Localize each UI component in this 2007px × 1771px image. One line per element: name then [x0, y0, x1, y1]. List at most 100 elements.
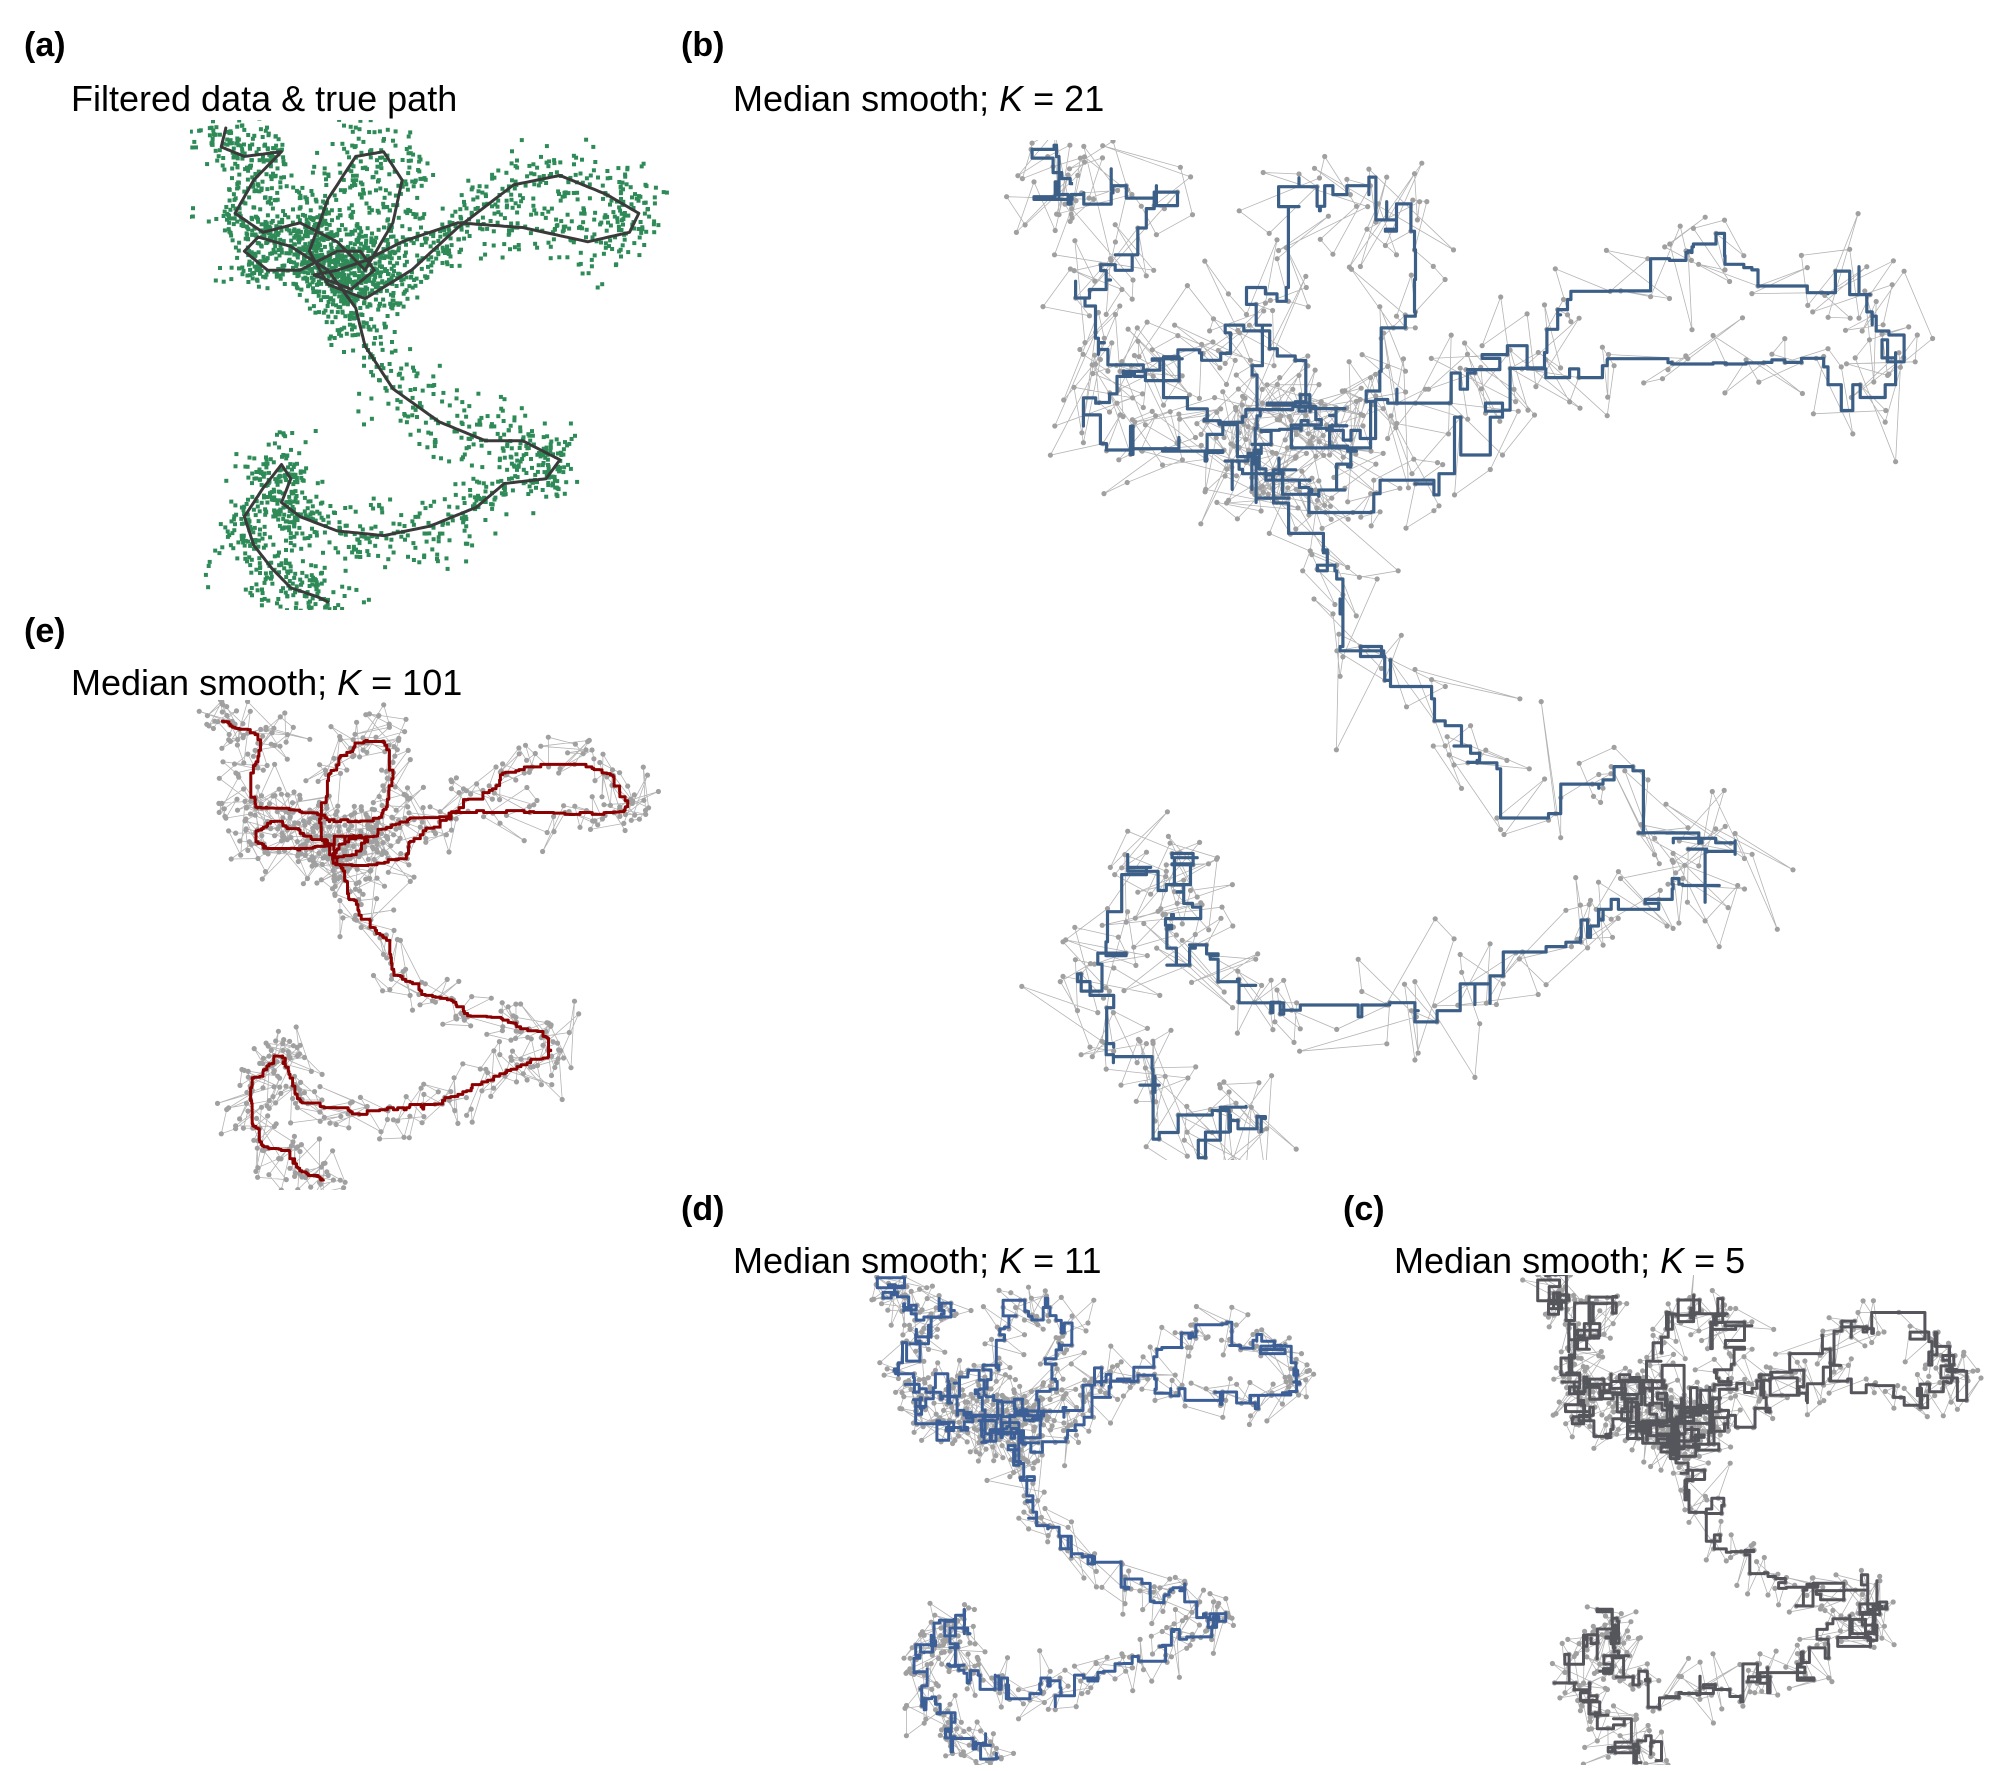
observation-point: [241, 508, 246, 513]
observation-point: [592, 778, 598, 784]
observation-point: [1442, 683, 1448, 690]
observation-point: [214, 217, 219, 221]
observation-point: [545, 434, 550, 439]
observation-point: [500, 255, 505, 260]
observation-point: [364, 245, 369, 250]
observation-point: [280, 1047, 286, 1053]
observation-point: [382, 137, 386, 141]
observation-point: [1337, 673, 1343, 679]
observation-point: [1013, 229, 1019, 235]
observation-point: [391, 291, 396, 295]
observation-point: [379, 506, 384, 511]
observation-point: [440, 1021, 446, 1027]
observation-point: [589, 794, 595, 800]
observation-point: [374, 896, 380, 902]
observation-point: [391, 203, 396, 208]
observation-point: [594, 239, 599, 244]
observation-point: [346, 827, 352, 833]
observation-point: [300, 531, 305, 536]
observation-point: [290, 220, 295, 225]
observation-point: [526, 432, 531, 437]
observation-point: [354, 547, 358, 552]
panel-label-a: (a): [24, 26, 66, 64]
observation-point: [1322, 153, 1328, 160]
observation-point: [407, 284, 412, 289]
observation-point: [393, 129, 398, 134]
observation-point: [357, 127, 362, 132]
observation-point: [308, 208, 313, 213]
observation-point: [357, 274, 362, 279]
observation-point: [330, 249, 335, 253]
observation-point: [1061, 397, 1067, 403]
observation-point: [390, 158, 395, 163]
observation-point: [587, 196, 592, 201]
observation-point: [331, 298, 336, 303]
observation-point: [495, 220, 500, 225]
observation-point: [888, 1322, 894, 1328]
observation-point: [1061, 1350, 1067, 1356]
observation-point: [1378, 665, 1385, 672]
observation-point: [546, 467, 551, 472]
observation-point: [1060, 973, 1066, 980]
observation-point: [190, 214, 195, 219]
observation-point: [255, 784, 261, 790]
observation-point: [469, 212, 474, 216]
observation-point: [639, 164, 644, 169]
observation-point: [1186, 392, 1193, 398]
observation-point: [246, 168, 251, 173]
observation-point: [638, 194, 643, 199]
observation-point: [387, 987, 393, 993]
observation-point: [358, 120, 363, 123]
observation-point: [1214, 855, 1220, 861]
observation-point: [271, 146, 276, 151]
observation-point: [250, 142, 255, 147]
observation-point: [235, 139, 240, 144]
observation-point: [327, 336, 332, 341]
observation-point: [317, 310, 321, 315]
observation-point: [463, 788, 469, 794]
observation-point: [279, 175, 284, 180]
observation-point: [459, 193, 464, 198]
observation-point: [321, 219, 326, 224]
observation-point: [379, 264, 384, 269]
observation-point: [607, 244, 611, 249]
observation-point: [515, 458, 520, 463]
observation-point: [337, 908, 343, 914]
observation-point: [1303, 412, 1309, 419]
observation-point: [274, 224, 279, 229]
observation-point: [1034, 1313, 1040, 1319]
observation-point: [281, 453, 286, 457]
observation-point: [544, 494, 549, 499]
observation-point: [264, 762, 270, 769]
observation-point: [275, 214, 280, 219]
observation-point: [456, 237, 461, 242]
observation-point: [1685, 356, 1691, 362]
observation-point: [1082, 340, 1088, 346]
observation-point: [304, 875, 311, 882]
observation-point: [468, 1106, 474, 1112]
observation-point: [306, 271, 311, 276]
observation-point: [1262, 300, 1268, 306]
observation-point: [526, 446, 531, 450]
observation-point: [1140, 1354, 1146, 1360]
observation-point: [1599, 344, 1605, 350]
observation-point: [292, 515, 297, 520]
observation-point: [340, 915, 346, 921]
observation-point: [1248, 1104, 1254, 1110]
observation-point: [261, 254, 266, 259]
observation-point: [1047, 1427, 1054, 1433]
observation-point: [1254, 1328, 1260, 1334]
observation-point: [1573, 875, 1579, 881]
panel-title-a-text: Filtered data & true path: [71, 78, 458, 119]
observation-point: [610, 247, 615, 251]
observation-point: [361, 139, 366, 144]
observation-point: [1172, 322, 1178, 328]
observation-point: [313, 602, 318, 607]
observation-point: [1029, 140, 1035, 146]
observation-point: [1873, 298, 1879, 305]
observation-point: [441, 390, 446, 395]
observation-point: [383, 932, 389, 938]
observation-point: [1078, 1052, 1084, 1058]
observation-point: [502, 455, 507, 460]
observation-point: [353, 125, 358, 130]
